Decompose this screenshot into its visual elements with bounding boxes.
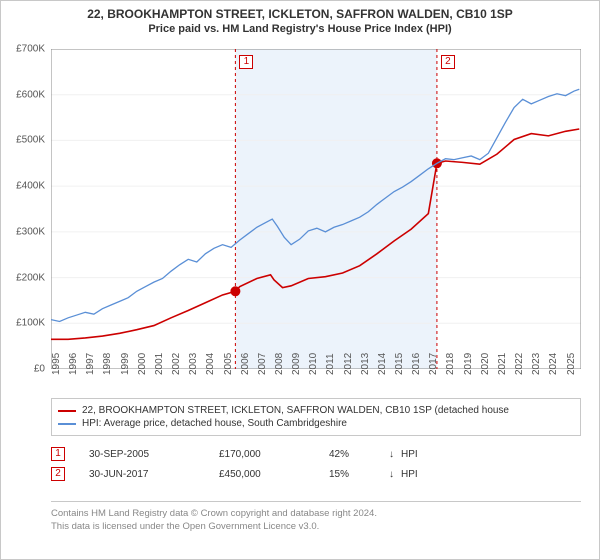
- x-tick-label: 1999: [120, 353, 131, 375]
- chart-title: 22, BROOKHAMPTON STREET, ICKLETON, SAFFR…: [1, 7, 599, 21]
- event-date: 30-SEP-2005: [89, 449, 219, 460]
- legend: 22, BROOKHAMPTON STREET, ICKLETON, SAFFR…: [51, 398, 581, 436]
- x-tick-label: 2006: [240, 353, 251, 375]
- x-tick-label: 2007: [257, 353, 268, 375]
- event-date: 30-JUN-2017: [89, 469, 219, 480]
- x-tick-label: 2011: [325, 353, 336, 375]
- x-tick-label: 2004: [205, 353, 216, 375]
- legend-swatch: [58, 410, 76, 412]
- legend-label: 22, BROOKHAMPTON STREET, ICKLETON, SAFFR…: [82, 405, 509, 416]
- event-pct: 15%: [329, 469, 389, 480]
- event-marker: 2: [51, 467, 65, 481]
- x-tick-label: 2016: [411, 353, 422, 375]
- x-tick-label: 1996: [68, 353, 79, 375]
- y-tick-label: £0: [34, 364, 45, 375]
- x-tick-label: 2020: [480, 353, 491, 375]
- x-tick-label: 2009: [291, 353, 302, 375]
- x-tick-label: 2018: [445, 353, 456, 375]
- x-tick-label: 2008: [274, 353, 285, 375]
- x-tick-label: 2003: [188, 353, 199, 375]
- x-tick-label: 2023: [531, 353, 542, 375]
- x-tick-label: 2013: [360, 353, 371, 375]
- x-tick-label: 2000: [137, 353, 148, 375]
- y-tick-label: £700K: [16, 44, 45, 55]
- legend-row: HPI: Average price, detached house, Sout…: [58, 418, 574, 429]
- event-label: HPI: [401, 449, 418, 460]
- x-tick-label: 2017: [428, 353, 439, 375]
- y-tick-label: £300K: [16, 226, 45, 237]
- x-tick-label: 2021: [497, 353, 508, 375]
- x-tick-label: 2024: [548, 353, 559, 375]
- down-arrow-icon: ↓: [389, 449, 401, 460]
- y-tick-label: £200K: [16, 272, 45, 283]
- footer-line: This data is licensed under the Open Gov…: [51, 521, 581, 534]
- footer-line: Contains HM Land Registry data © Crown c…: [51, 508, 581, 521]
- x-tick-label: 2022: [514, 353, 525, 375]
- line-chart: [51, 49, 581, 369]
- chart-area: £0£100K£200K£300K£400K£500K£600K£700K199…: [51, 49, 581, 369]
- x-tick-label: 2025: [566, 353, 577, 375]
- y-tick-label: £400K: [16, 181, 45, 192]
- event-table: 1 30-SEP-2005 £170,000 42% ↓ HPI 2 30-JU…: [51, 441, 581, 487]
- event-price: £450,000: [219, 469, 329, 480]
- x-tick-label: 2002: [171, 353, 182, 375]
- event-pct: 42%: [329, 449, 389, 460]
- chart-subtitle: Price paid vs. HM Land Registry's House …: [1, 23, 599, 35]
- x-tick-label: 1995: [51, 353, 62, 375]
- legend-label: HPI: Average price, detached house, Sout…: [82, 418, 347, 429]
- down-arrow-icon: ↓: [389, 469, 401, 480]
- footer: Contains HM Land Registry data © Crown c…: [51, 501, 581, 534]
- y-tick-label: £500K: [16, 135, 45, 146]
- event-row: 2 30-JUN-2017 £450,000 15% ↓ HPI: [51, 467, 581, 481]
- event-marker-top: 1: [239, 55, 253, 69]
- x-tick-label: 2005: [223, 353, 234, 375]
- event-price: £170,000: [219, 449, 329, 460]
- x-tick-label: 2019: [463, 353, 474, 375]
- x-tick-label: 2015: [394, 353, 405, 375]
- x-tick-label: 1997: [85, 353, 96, 375]
- y-tick-label: £100K: [16, 318, 45, 329]
- x-tick-label: 2010: [308, 353, 319, 375]
- y-tick-label: £600K: [16, 89, 45, 100]
- event-marker-top: 2: [441, 55, 455, 69]
- x-tick-label: 2001: [154, 353, 165, 375]
- x-tick-label: 1998: [102, 353, 113, 375]
- event-row: 1 30-SEP-2005 £170,000 42% ↓ HPI: [51, 447, 581, 461]
- x-tick-label: 2014: [377, 353, 388, 375]
- event-label: HPI: [401, 469, 418, 480]
- legend-swatch: [58, 423, 76, 425]
- x-tick-label: 2012: [343, 353, 354, 375]
- event-marker: 1: [51, 447, 65, 461]
- legend-row: 22, BROOKHAMPTON STREET, ICKLETON, SAFFR…: [58, 405, 574, 416]
